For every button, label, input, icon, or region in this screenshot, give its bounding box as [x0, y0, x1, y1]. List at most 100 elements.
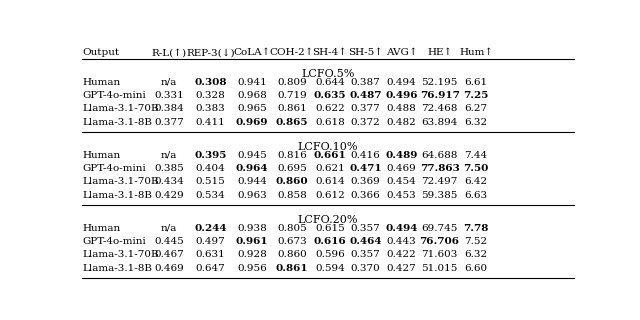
- Text: SH-5↑: SH-5↑: [348, 48, 383, 57]
- Text: 0.969: 0.969: [236, 118, 268, 127]
- Text: 0.377: 0.377: [351, 104, 381, 113]
- Text: 0.945: 0.945: [237, 151, 267, 160]
- Text: 0.464: 0.464: [349, 237, 382, 246]
- Text: 76.917: 76.917: [420, 91, 460, 100]
- Text: 0.515: 0.515: [196, 177, 225, 186]
- Text: 77.863: 77.863: [420, 164, 460, 173]
- Text: 0.385: 0.385: [154, 164, 184, 173]
- Text: 0.429: 0.429: [154, 191, 184, 200]
- Text: 0.621: 0.621: [315, 164, 345, 173]
- Text: 0.445: 0.445: [154, 237, 184, 246]
- Text: 0.494: 0.494: [387, 78, 416, 87]
- Text: Llama-3.1-8B: Llama-3.1-8B: [83, 264, 152, 273]
- Text: 0.469: 0.469: [387, 164, 416, 173]
- Text: 0.496: 0.496: [385, 91, 418, 100]
- Text: R-L(↑): R-L(↑): [151, 48, 186, 57]
- Text: 71.603: 71.603: [421, 250, 458, 259]
- Text: 0.482: 0.482: [387, 118, 416, 127]
- Text: 0.963: 0.963: [237, 191, 267, 200]
- Text: GPT-4o-mini: GPT-4o-mini: [83, 237, 146, 246]
- Text: Llama-3.1-70B: Llama-3.1-70B: [83, 177, 159, 186]
- Text: Output: Output: [83, 48, 120, 57]
- Text: Hum↑: Hum↑: [459, 48, 493, 57]
- Text: 6.61: 6.61: [465, 78, 488, 87]
- Text: 0.644: 0.644: [315, 78, 345, 87]
- Text: 7.44: 7.44: [465, 151, 488, 160]
- Text: SH-4↑: SH-4↑: [312, 48, 348, 57]
- Text: LCFO.20%: LCFO.20%: [298, 215, 358, 225]
- Text: 0.809: 0.809: [277, 78, 307, 87]
- Text: 0.661: 0.661: [314, 151, 346, 160]
- Text: 0.370: 0.370: [351, 264, 381, 273]
- Text: 0.369: 0.369: [351, 177, 381, 186]
- Text: 0.443: 0.443: [387, 237, 416, 246]
- Text: 0.454: 0.454: [387, 177, 416, 186]
- Text: 0.596: 0.596: [315, 250, 345, 259]
- Text: LCFO.5%: LCFO.5%: [301, 69, 355, 79]
- Text: 0.860: 0.860: [277, 250, 307, 259]
- Text: 0.469: 0.469: [154, 264, 184, 273]
- Text: 0.328: 0.328: [196, 91, 225, 100]
- Text: 0.411: 0.411: [196, 118, 225, 127]
- Text: n/a: n/a: [161, 151, 177, 160]
- Text: 63.894: 63.894: [421, 118, 458, 127]
- Text: 0.860: 0.860: [275, 177, 308, 186]
- Text: CoLA↑: CoLA↑: [234, 48, 271, 57]
- Text: Human: Human: [83, 224, 121, 233]
- Text: n/a: n/a: [161, 78, 177, 87]
- Text: Llama-3.1-70B: Llama-3.1-70B: [83, 104, 159, 113]
- Text: 0.434: 0.434: [154, 177, 184, 186]
- Text: 0.805: 0.805: [277, 224, 307, 233]
- Text: Llama-3.1-70B: Llama-3.1-70B: [83, 250, 159, 259]
- Text: 6.60: 6.60: [465, 264, 488, 273]
- Text: 0.956: 0.956: [237, 264, 267, 273]
- Text: 0.487: 0.487: [349, 91, 382, 100]
- Text: 0.861: 0.861: [277, 104, 307, 113]
- Text: GPT-4o-mini: GPT-4o-mini: [83, 164, 146, 173]
- Text: 0.635: 0.635: [314, 91, 346, 100]
- Text: 7.52: 7.52: [465, 237, 488, 246]
- Text: REP-3(↓): REP-3(↓): [186, 48, 235, 57]
- Text: 0.615: 0.615: [315, 224, 345, 233]
- Text: 0.861: 0.861: [275, 264, 308, 273]
- Text: 0.395: 0.395: [195, 151, 227, 160]
- Text: 6.42: 6.42: [465, 177, 488, 186]
- Text: 0.453: 0.453: [387, 191, 416, 200]
- Text: 0.471: 0.471: [349, 164, 382, 173]
- Text: 0.244: 0.244: [194, 224, 227, 233]
- Text: 0.965: 0.965: [237, 104, 267, 113]
- Text: 0.964: 0.964: [236, 164, 268, 173]
- Text: 0.467: 0.467: [154, 250, 184, 259]
- Text: GPT-4o-mini: GPT-4o-mini: [83, 91, 146, 100]
- Text: 0.695: 0.695: [277, 164, 307, 173]
- Text: 0.404: 0.404: [196, 164, 225, 173]
- Text: 69.745: 69.745: [421, 224, 458, 233]
- Text: n/a: n/a: [161, 224, 177, 233]
- Text: 0.614: 0.614: [315, 177, 345, 186]
- Text: 6.63: 6.63: [465, 191, 488, 200]
- Text: 0.865: 0.865: [276, 118, 308, 127]
- Text: 6.27: 6.27: [465, 104, 488, 113]
- Text: LCFO.10%: LCFO.10%: [298, 142, 358, 152]
- Text: 0.719: 0.719: [277, 91, 307, 100]
- Text: 0.938: 0.938: [237, 224, 267, 233]
- Text: 0.941: 0.941: [237, 78, 267, 87]
- Text: COH-2↑: COH-2↑: [269, 48, 314, 57]
- Text: 6.32: 6.32: [465, 250, 488, 259]
- Text: 0.489: 0.489: [385, 151, 417, 160]
- Text: AVG↑: AVG↑: [385, 48, 417, 57]
- Text: 0.427: 0.427: [387, 264, 416, 273]
- Text: 0.816: 0.816: [277, 151, 307, 160]
- Text: 0.928: 0.928: [237, 250, 267, 259]
- Text: 0.961: 0.961: [236, 237, 268, 246]
- Text: Llama-3.1-8B: Llama-3.1-8B: [83, 191, 152, 200]
- Text: 0.331: 0.331: [154, 91, 184, 100]
- Text: 0.647: 0.647: [196, 264, 225, 273]
- Text: 0.622: 0.622: [315, 104, 345, 113]
- Text: 59.385: 59.385: [421, 191, 458, 200]
- Text: 0.416: 0.416: [351, 151, 381, 160]
- Text: 0.377: 0.377: [154, 118, 184, 127]
- Text: 0.673: 0.673: [277, 237, 307, 246]
- Text: 0.357: 0.357: [351, 250, 381, 259]
- Text: 7.25: 7.25: [463, 91, 489, 100]
